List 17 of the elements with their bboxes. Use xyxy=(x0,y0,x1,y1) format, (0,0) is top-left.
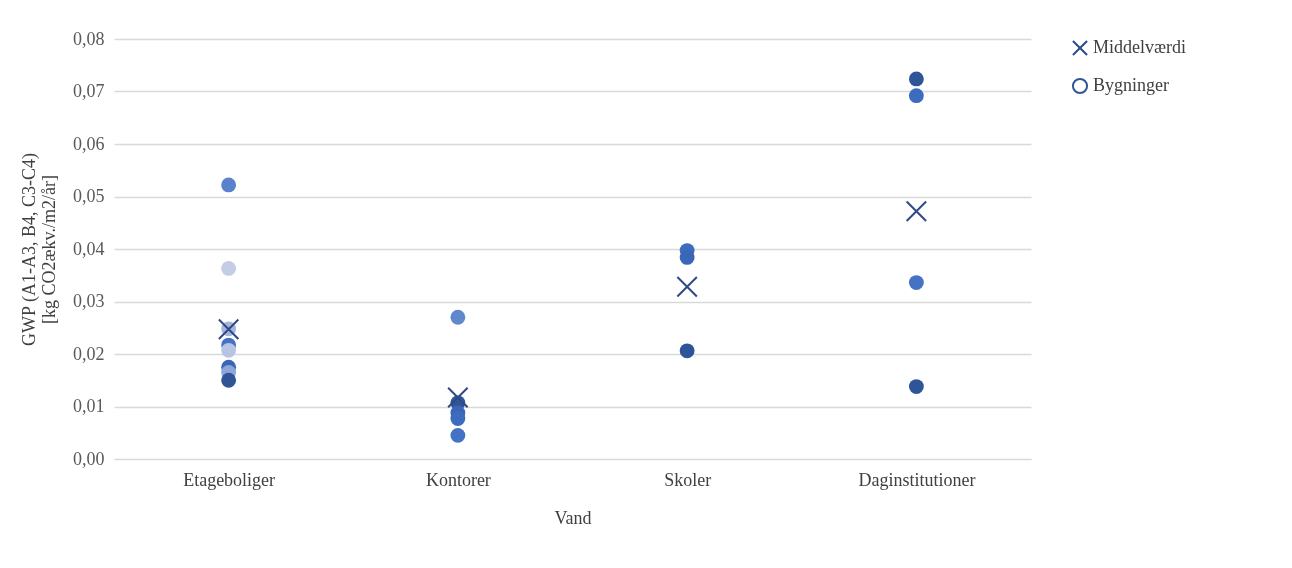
x-tick-label: Kontorer xyxy=(425,469,491,490)
x-axis-title: Vand xyxy=(554,507,592,528)
x-tick-label: Skoler xyxy=(664,469,712,490)
y-tick-label: 0,01 xyxy=(73,396,105,416)
y-tick-label: 0,07 xyxy=(73,81,105,101)
y-tick-label: 0,03 xyxy=(73,291,105,311)
y-tick-label: 0,06 xyxy=(73,133,105,154)
y-tick-label: 0,05 xyxy=(73,186,105,206)
x-tick-label: Etageboliger xyxy=(183,469,276,490)
y-tick-label: 0,04 xyxy=(73,238,105,259)
legend-label: Bygninger xyxy=(1093,75,1169,95)
y-tick-label: 0,02 xyxy=(73,343,105,364)
y-axis-title: GWP (A1-A3, B4, C3-C4) [kg CO2ækv./m2/år] xyxy=(19,153,59,346)
y-tick-label: 0,08 xyxy=(73,28,105,49)
legend-label: Middelværdi xyxy=(1093,37,1186,57)
x-tick-label: Daginstitutioner xyxy=(858,469,976,490)
y-tick-label: 0,00 xyxy=(73,448,105,469)
